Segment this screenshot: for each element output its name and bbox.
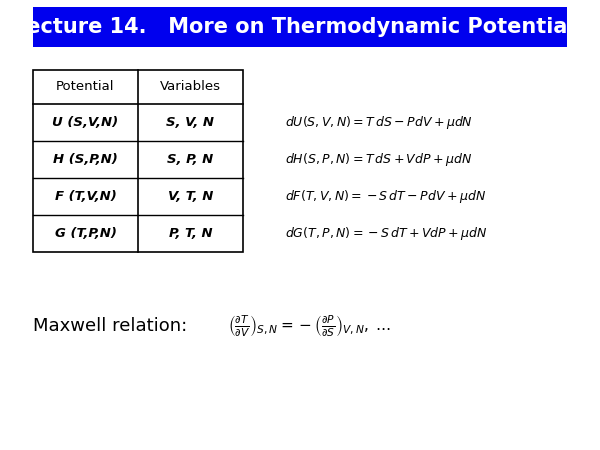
Text: $dF(T,V,N) = -S\,dT - PdV + \mu dN$: $dF(T,V,N) = -S\,dT - PdV + \mu dN$ <box>285 188 486 205</box>
FancyBboxPatch shape <box>33 70 243 252</box>
Text: Maxwell relation:: Maxwell relation: <box>33 317 187 335</box>
Text: P, T, N: P, T, N <box>169 227 212 240</box>
Text: G (T,P,N): G (T,P,N) <box>55 227 116 240</box>
Text: U (S,V,N): U (S,V,N) <box>52 116 119 129</box>
Text: S, P, N: S, P, N <box>167 153 214 166</box>
Text: F (T,V,N): F (T,V,N) <box>55 190 116 203</box>
Text: Variables: Variables <box>160 80 221 93</box>
FancyBboxPatch shape <box>33 7 567 47</box>
Text: H (S,P,N): H (S,P,N) <box>53 153 118 166</box>
Text: S, V, N: S, V, N <box>167 116 215 129</box>
Text: $dU(S,V,N) = T\,dS - PdV + \mu dN$: $dU(S,V,N) = T\,dS - PdV + \mu dN$ <box>285 113 473 130</box>
Text: V, T, N: V, T, N <box>168 190 213 203</box>
Text: $\left(\frac{\partial T}{\partial V}\right)_{S,N} = -\left(\frac{\partial P}{\pa: $\left(\frac{\partial T}{\partial V}\rig… <box>228 313 391 339</box>
Text: Potential: Potential <box>56 80 115 93</box>
Text: Lecture 14.   More on Thermodynamic Potentials: Lecture 14. More on Thermodynamic Potent… <box>13 17 587 37</box>
Text: $dH(S,P,N) = T\,dS + VdP + \mu dN$: $dH(S,P,N) = T\,dS + VdP + \mu dN$ <box>285 151 472 168</box>
Text: $dG(T,P,N) = -S\,dT + VdP + \mu dN$: $dG(T,P,N) = -S\,dT + VdP + \mu dN$ <box>285 225 488 242</box>
